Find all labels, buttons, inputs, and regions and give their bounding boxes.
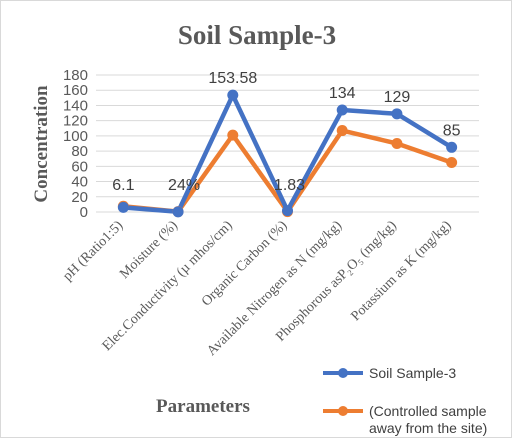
- data-point: [227, 89, 239, 101]
- gridlines: [96, 74, 479, 213]
- legend-label: (Controlled sample: [369, 403, 487, 419]
- y-tick-label: 40: [71, 174, 88, 191]
- data-point: [391, 108, 403, 120]
- x-axis-title: Parameters: [156, 396, 250, 417]
- x-tick-label: Potassium as K (mg/kg): [348, 218, 454, 324]
- y-tick-label: 20: [71, 189, 88, 206]
- data-label: 24%: [168, 177, 200, 194]
- y-tick-label: 60: [71, 158, 88, 175]
- y-tick-label: 180: [63, 67, 88, 84]
- data-point: [391, 138, 403, 149]
- y-tick-label: 160: [63, 82, 88, 99]
- data-label: 6.1: [112, 177, 134, 194]
- legend-marker: [338, 368, 348, 378]
- data-label: 1.83: [274, 177, 305, 194]
- y-tick-label: 140: [63, 97, 88, 114]
- legend-marker: [338, 406, 348, 416]
- data-label: 153.58: [208, 70, 257, 87]
- y-axis-title: Concentration: [31, 85, 52, 203]
- series-points: [117, 89, 458, 218]
- data-point: [336, 104, 348, 116]
- legend-label: away from the site): [369, 420, 487, 436]
- series-lines: [123, 92, 453, 215]
- data-point: [336, 125, 348, 137]
- data-point: [282, 205, 293, 217]
- data-labels: 6.1 24% 153.58 1.83 134 129 85: [112, 70, 460, 194]
- data-label: 134: [329, 85, 356, 102]
- data-label: 129: [384, 89, 411, 106]
- data-point: [117, 201, 129, 213]
- series-line: [123, 92, 453, 215]
- legend-label: Soil Sample-3: [369, 365, 456, 381]
- chart-title: Soil Sample-3: [178, 20, 336, 50]
- data-point: [446, 157, 458, 169]
- y-tick-label: 80: [71, 143, 88, 160]
- x-tick-label: pH (Ratio1:5): [60, 218, 126, 284]
- data-point: [446, 141, 458, 153]
- y-tick-label: 100: [63, 128, 88, 145]
- y-tick-label: 120: [63, 113, 88, 130]
- x-axis-categories: pH (Ratio1:5)Moisture (%)Elec.Conductivi…: [60, 218, 454, 359]
- data-point: [172, 206, 184, 218]
- data-point: [227, 129, 239, 141]
- y-tick-label: 0: [80, 204, 88, 221]
- data-label: 85: [443, 122, 461, 139]
